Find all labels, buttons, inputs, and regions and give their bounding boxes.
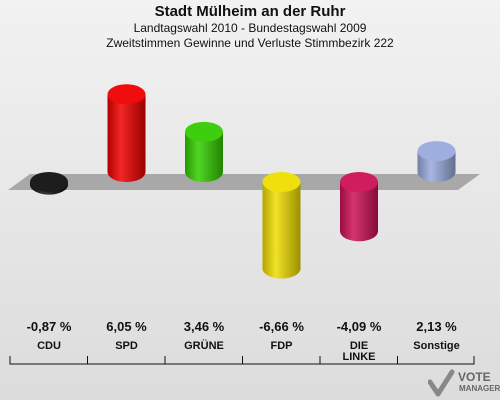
bars-group bbox=[30, 84, 456, 279]
category-label-die-linke-line1: DIE bbox=[350, 340, 368, 352]
logo-text: VOTE bbox=[458, 370, 491, 384]
category-label-gr-ne: GRÜNE bbox=[184, 339, 224, 352]
bar-fdp bbox=[262, 172, 301, 279]
bar-cap-cdu bbox=[30, 172, 68, 192]
category-axis-bracket bbox=[9, 356, 475, 365]
bar-cap-sonstige bbox=[417, 141, 456, 162]
value-label-die-linke: -4,09 % bbox=[337, 319, 382, 334]
vote-manager-logo bbox=[428, 369, 455, 397]
labels-group: -0,87 % CDU 6,05 % SPD 3,46 % GRÜNE -6,66 % FDP… bbox=[9, 319, 475, 365]
chart-title: Stadt Mülheim an der Ruhr bbox=[154, 3, 346, 20]
bar-cap-fdp bbox=[262, 172, 301, 192]
baseline-band bbox=[8, 174, 480, 190]
value-label-gr-ne: 3,46 % bbox=[184, 319, 225, 334]
bar-body-gr-ne bbox=[185, 131, 223, 182]
chart-header: Stadt Mülheim an der Ruhr Landtagswahl 2… bbox=[0, 0, 500, 51]
bar-cap-die-linke bbox=[340, 172, 378, 192]
bar-gr-ne bbox=[185, 121, 223, 182]
category-label-spd: SPD bbox=[115, 340, 138, 352]
logo-subtext: MANAGER bbox=[459, 384, 500, 393]
category-label-cdu: CDU bbox=[37, 340, 61, 352]
category-label-die-linke-line2: LINKE bbox=[343, 351, 376, 363]
bar-body-spd bbox=[107, 94, 146, 182]
category-label-sonstige: Sonstige bbox=[413, 340, 459, 352]
bar-sonstige bbox=[417, 141, 456, 182]
bar-spd bbox=[107, 84, 146, 182]
bar-die-linke bbox=[340, 172, 378, 242]
bar-body-fdp bbox=[262, 182, 301, 279]
value-label-spd: 6,05 % bbox=[106, 319, 147, 334]
bar-cap-gr-ne bbox=[185, 121, 223, 142]
value-label-fdp: -6,66 % bbox=[259, 319, 304, 334]
chart-subtitle-election: Landtagswahl 2010 - Bundestagswahl 2009 bbox=[133, 21, 367, 35]
value-label-cdu: -0,87 % bbox=[27, 319, 72, 334]
value-label-sonstige: 2,13 % bbox=[416, 319, 457, 334]
bar-cdu bbox=[30, 172, 68, 195]
category-label-fdp: FDP bbox=[271, 340, 293, 352]
bar-body-die-linke bbox=[340, 182, 378, 242]
chart-subtitle-description: Zweitstimmen Gewinne und Verluste Stimmb… bbox=[106, 36, 394, 50]
bar-cap-spd bbox=[107, 84, 146, 105]
